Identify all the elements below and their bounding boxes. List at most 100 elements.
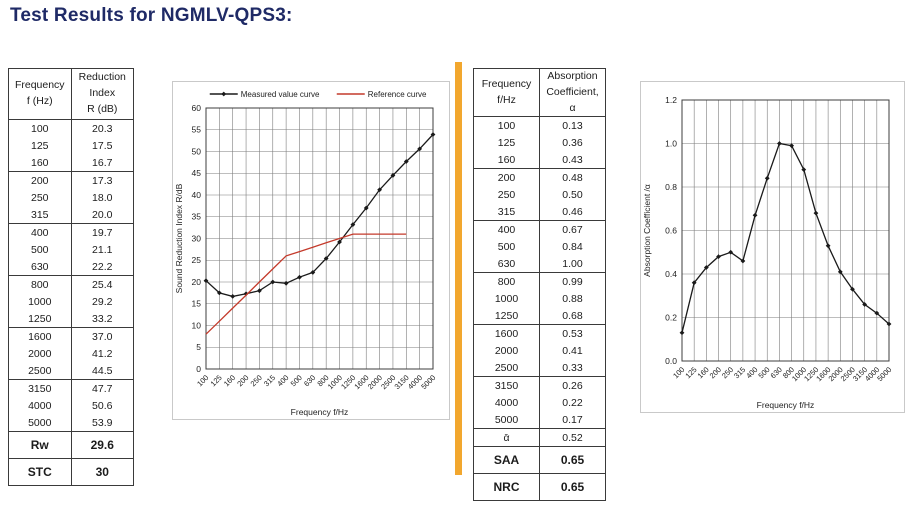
value-cell: 0.68	[539, 307, 606, 325]
frequency-cell: 125	[30, 139, 49, 152]
data-point-marker	[691, 280, 697, 286]
frequency-cell: 2500	[494, 361, 519, 374]
sound-reduction-chart: 0 5 10 15 20 25 30 35 40 45 50 55 60 100 125 160 200 250 3…	[172, 81, 450, 420]
table-row: 1000 0.88	[474, 290, 606, 308]
table-row: 800 25.4	[8, 275, 134, 293]
value-cell: 0.50	[539, 186, 606, 204]
data-point-marker	[390, 173, 396, 178]
value-cell: 0.13	[539, 116, 606, 135]
legend-marker	[221, 91, 227, 97]
data-point-marker	[862, 302, 868, 307]
frequency-cell: 800	[8, 275, 71, 293]
value-cell: 21.1	[70, 241, 134, 258]
value-cell: 0.48	[539, 168, 606, 187]
value-cell: 0.22	[539, 394, 606, 412]
frequency-cell: 2500	[28, 364, 52, 377]
absorption-chart-svg: 0.00.20.40.60.81.01.21001251602002503154…	[642, 95, 893, 410]
value-cell: 44.5	[70, 362, 134, 380]
frequency-cell: 250	[30, 191, 49, 204]
data-point-marker	[297, 274, 302, 280]
table-row: 100 0.13	[474, 116, 606, 135]
y-tick-label: 5	[196, 342, 201, 352]
data-point-marker	[850, 286, 855, 292]
value-cell: 0.99	[539, 272, 606, 291]
table-row: 100 20.3	[9, 119, 134, 137]
frequency-cell: 2000	[494, 344, 519, 357]
frequency-cell: 315	[30, 208, 49, 221]
value-cell: 0.53	[539, 324, 606, 343]
y-tick-label: 1.0	[665, 138, 677, 148]
table-row: 4000 50.6	[9, 397, 134, 414]
table-row: 200 0.48	[473, 168, 606, 187]
frequency-cell: 3150	[473, 376, 540, 395]
data-point-marker	[203, 278, 209, 284]
y-tick-label: 0.6	[665, 225, 677, 235]
value-cell: 25.4	[70, 275, 134, 293]
vertical-divider-bar	[455, 62, 462, 475]
data-point-marker	[230, 293, 236, 299]
frequency-cell: 1250	[494, 309, 519, 322]
table-row: 2000 41.2	[9, 345, 134, 362]
frequency-cell: 5000	[494, 413, 519, 426]
summary-row: NRC 0.65	[473, 473, 606, 501]
data-point-marker	[874, 310, 880, 316]
data-point-marker	[801, 167, 807, 172]
data-point-marker	[337, 239, 342, 245]
frequency-cell: 500	[30, 243, 49, 256]
value-cell: 1.00	[539, 255, 606, 273]
table-row: 2500 44.5	[9, 362, 134, 380]
value-cell: 29.2	[70, 293, 134, 310]
y-tick-label: 0.0	[665, 356, 677, 366]
value-cell: 0.65	[539, 446, 606, 474]
column-header: Reduction Index R (dB)	[70, 68, 134, 120]
frequency-cell: 5000	[28, 416, 52, 429]
column-header: Absorption Coefficient, α	[539, 68, 606, 118]
y-tick-label: 10	[192, 320, 202, 330]
table-row: 3150 0.26	[473, 376, 606, 395]
table-row: ᾱ 0.52	[473, 428, 606, 447]
frequency-cell: STC	[8, 458, 71, 486]
table-row: 1000 29.2	[9, 293, 134, 310]
frequency-cell: 315	[497, 205, 516, 218]
data-point-marker	[764, 175, 770, 181]
value-cell: 22.2	[70, 258, 134, 276]
measured-curve	[205, 134, 434, 298]
table-row: 2500 0.33	[474, 359, 606, 377]
table-row: 5000 53.9	[9, 414, 134, 432]
y-tick-label: 40	[192, 190, 202, 200]
table-row: 200 17.3	[8, 171, 134, 189]
value-cell: 20.3	[70, 119, 134, 137]
header-row: Frequency f (Hz) Reduction Index R (dB)	[8, 68, 134, 120]
value-cell: 33.2	[70, 310, 134, 328]
table-row: 5000 0.17	[474, 411, 606, 429]
legend-label: Reference curve	[368, 90, 427, 99]
value-cell: 30	[70, 458, 134, 486]
value-cell: 0.26	[539, 376, 606, 395]
data-point-marker	[740, 258, 746, 264]
data-point-marker	[363, 205, 369, 211]
y-tick-label: 60	[192, 103, 202, 113]
value-cell: 0.43	[539, 151, 606, 169]
data-point-marker	[350, 222, 356, 227]
data-point-marker	[777, 141, 782, 146]
frequency-cell: NRC	[473, 473, 540, 501]
frequency-cell: SAA	[473, 446, 540, 474]
value-cell: 0.52	[539, 428, 606, 447]
summary-row: SAA 0.65	[473, 446, 606, 474]
table-row: 3150 47.7	[8, 379, 134, 397]
value-cell: 20.0	[70, 206, 134, 224]
value-cell: 0.46	[539, 203, 606, 221]
data-point-marker	[703, 265, 709, 270]
x-tick-label: 250	[249, 373, 264, 388]
table-row: 315 20.0	[9, 206, 134, 224]
table-row: 500 21.1	[9, 241, 134, 258]
value-cell: 0.36	[539, 134, 606, 152]
x-tick-label: 500	[289, 373, 304, 388]
frequency-cell: 1250	[28, 312, 52, 325]
x-tick-label: 630	[302, 373, 317, 388]
frequency-cell: 1000	[28, 295, 52, 308]
y-tick-label: 55	[192, 125, 202, 135]
data-point-marker	[377, 187, 382, 193]
data-point-marker	[752, 212, 758, 218]
